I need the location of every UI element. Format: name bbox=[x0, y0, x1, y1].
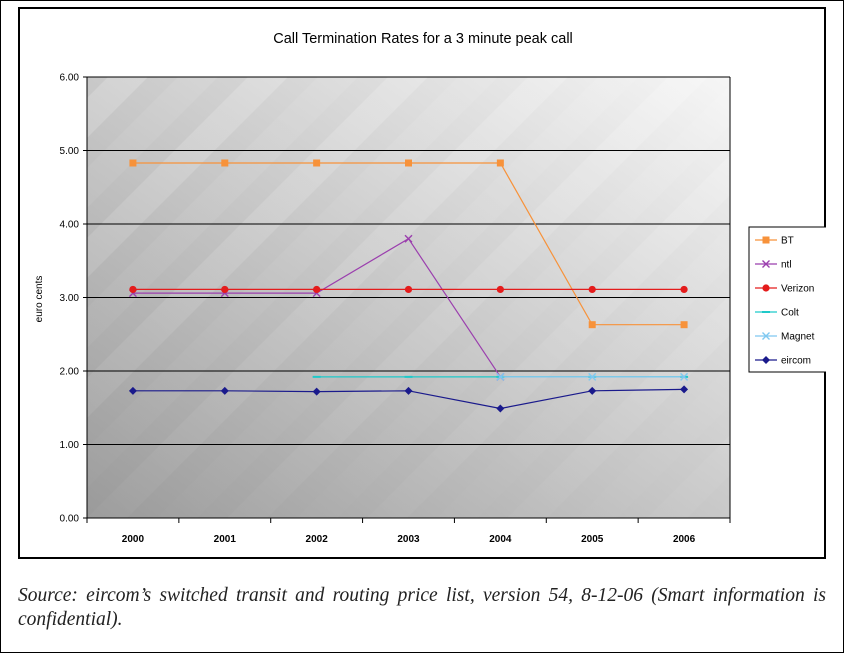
background-band bbox=[507, 295, 730, 518]
legend-label-ntl: ntl bbox=[781, 260, 792, 271]
background-band bbox=[297, 85, 730, 518]
series-verizon bbox=[129, 285, 688, 294]
x-tick-label: 2006 bbox=[673, 534, 696, 545]
series-layer bbox=[128, 159, 689, 413]
legend-label-colt: Colt bbox=[781, 308, 799, 319]
background-band bbox=[717, 505, 730, 518]
background-band bbox=[87, 77, 148, 138]
data-point-verizon bbox=[588, 285, 596, 294]
y-tick-label: 3.00 bbox=[60, 293, 80, 304]
legend: BT ntl Verizon Colt Magnet eircom bbox=[748, 226, 826, 373]
series-bt bbox=[129, 159, 688, 329]
data-point-ntl bbox=[762, 260, 770, 268]
data-point-bt bbox=[496, 159, 504, 167]
data-point-magnet bbox=[496, 372, 505, 381]
y-tick-label: 4.00 bbox=[60, 220, 80, 231]
y-tick-label: 0.00 bbox=[60, 514, 80, 525]
x-tick-label: 2005 bbox=[581, 534, 604, 545]
data-point-verizon bbox=[680, 285, 688, 294]
data-point-ntl bbox=[404, 234, 413, 243]
data-point-magnet bbox=[762, 332, 770, 340]
data-point-bt bbox=[221, 159, 229, 167]
x-tick-label: 2004 bbox=[489, 534, 512, 545]
data-point-verizon bbox=[221, 285, 229, 294]
background-band bbox=[367, 155, 730, 518]
background-band bbox=[87, 77, 498, 488]
x-tick-label: 2000 bbox=[122, 534, 145, 545]
data-point-bt bbox=[405, 159, 412, 167]
data-point-magnet bbox=[588, 372, 597, 381]
x-tick-label: 2003 bbox=[397, 534, 420, 545]
legend-label-eircom: eircom bbox=[781, 356, 811, 367]
data-point-bt bbox=[588, 321, 596, 329]
data-point-bt bbox=[313, 159, 321, 167]
y-axis-label: euro cents bbox=[34, 276, 45, 323]
background-band bbox=[87, 77, 288, 278]
data-point-magnet bbox=[680, 372, 689, 381]
x-tick-label: 2001 bbox=[214, 534, 237, 545]
background-band bbox=[87, 77, 358, 348]
series-magnet bbox=[496, 372, 689, 381]
data-point-eircom bbox=[220, 386, 229, 395]
legend-label-verizon: Verizon bbox=[781, 284, 814, 295]
background-band bbox=[87, 77, 218, 208]
data-point-eircom bbox=[680, 385, 689, 394]
data-point-verizon bbox=[313, 285, 321, 294]
data-point-eircom bbox=[312, 387, 321, 396]
background-band bbox=[647, 435, 730, 518]
data-point-bt bbox=[129, 159, 137, 167]
y-tick-label: 1.00 bbox=[60, 440, 80, 451]
data-point-verizon bbox=[404, 285, 413, 294]
background-band bbox=[87, 77, 428, 418]
background-band bbox=[577, 365, 730, 518]
x-axis: 2000 2001 2002 2003 2004 2005 2006 bbox=[86, 517, 731, 545]
data-point-eircom bbox=[404, 386, 413, 395]
data-point-verizon bbox=[129, 285, 137, 294]
data-point-eircom bbox=[128, 386, 137, 395]
line-chart: 0.001.002.003.004.005.006.00 2000 2001 200… bbox=[34, 31, 826, 545]
y-axis: 0.00 1.00 2.00 3.00 4.00 5.00 6.00 bbox=[60, 73, 731, 525]
source-caption: Source: eircom’s switched transit and ro… bbox=[18, 585, 826, 630]
data-point-eircom bbox=[496, 404, 505, 413]
data-point-eircom bbox=[762, 356, 770, 364]
series-eircom bbox=[128, 385, 689, 413]
y-tick-label: 6.00 bbox=[60, 73, 80, 84]
chart-frame: 0.00 1.00 2.00 3.00 4.00 5.00 6.00 2000 2001 200… bbox=[18, 7, 826, 559]
data-point-eircom bbox=[588, 386, 597, 395]
data-point-verizon bbox=[496, 285, 504, 294]
chart-title: Call Termination Rates for a 3 minute pe… bbox=[273, 31, 573, 47]
x-tick-label: 2002 bbox=[306, 534, 329, 545]
y-tick-label: 5.00 bbox=[60, 146, 80, 157]
data-point-bt bbox=[762, 236, 770, 244]
y-tick-label: 2.00 bbox=[60, 367, 80, 378]
data-point-verizon bbox=[762, 284, 770, 292]
data-point-bt bbox=[680, 321, 688, 329]
legend-label-magnet: Magnet bbox=[781, 332, 815, 343]
legend-label-bt: BT bbox=[781, 236, 794, 247]
